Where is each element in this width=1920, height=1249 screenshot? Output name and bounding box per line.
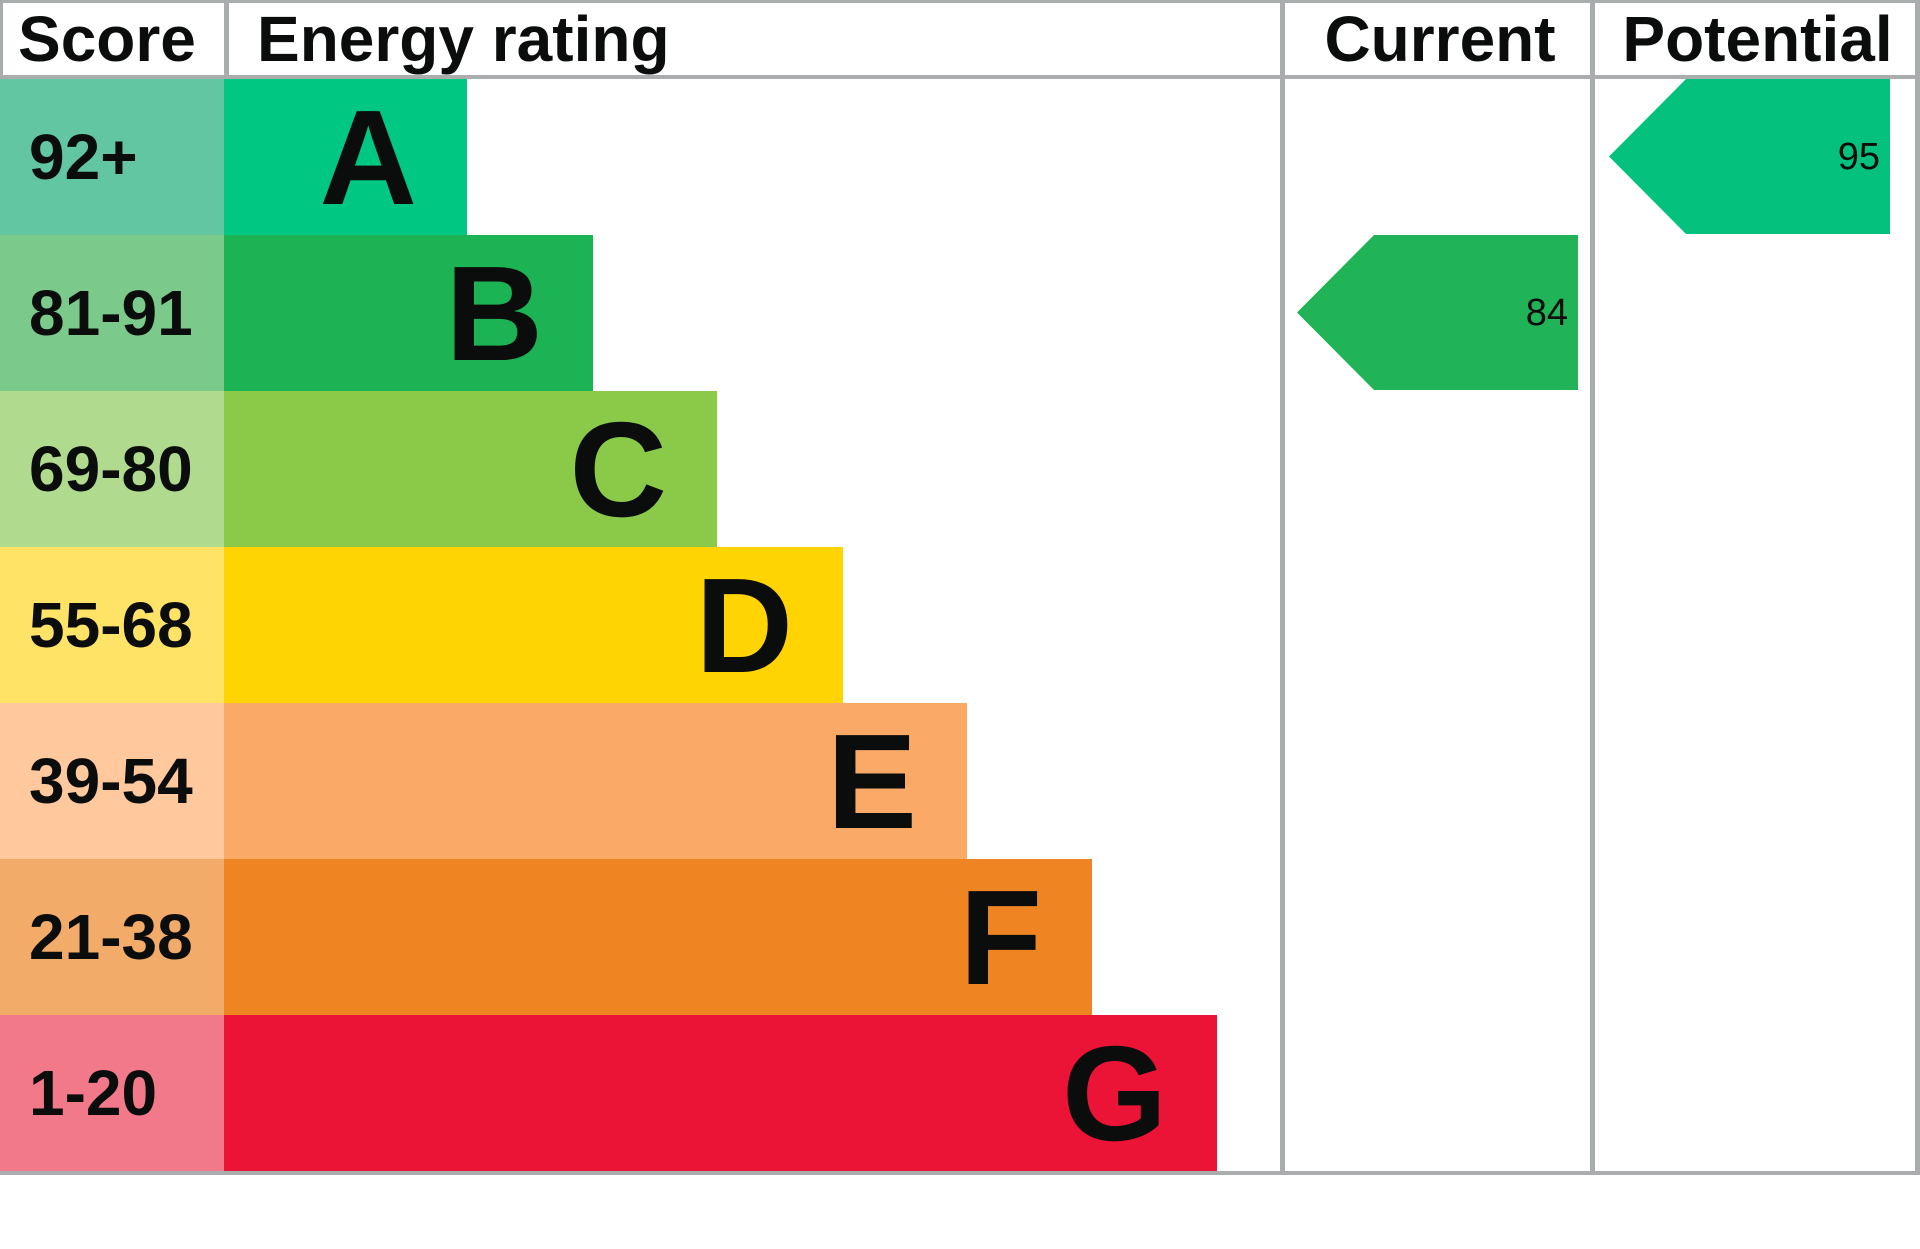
score-column-header: Score [18, 3, 196, 75]
rating-bar: G [224, 1015, 1217, 1171]
score-cell: 55-68 [0, 547, 224, 703]
score-cell: 69-80 [0, 391, 224, 547]
top-border [0, 0, 1920, 3]
score-cell: 21-38 [0, 859, 224, 1015]
rating-bar: B [224, 235, 593, 391]
energy-rating-column-header: Energy rating [257, 3, 670, 75]
potential-column-divider [1590, 0, 1595, 1175]
right-border [1915, 0, 1920, 1175]
header-bottom-border [0, 75, 1920, 79]
band-row-e: 39-54 E [0, 703, 1280, 859]
current-rating-value: 84 [1525, 291, 1568, 334]
potential-rating-value: 95 [1837, 135, 1880, 178]
score-column-divider [224, 3, 229, 75]
band-row-g: 1-20 G [0, 1015, 1280, 1171]
potential-rating-arrow: 95 [1609, 79, 1890, 234]
score-cell: 39-54 [0, 703, 224, 859]
current-column-divider [1280, 0, 1285, 1175]
band-row-d: 55-68 D [0, 547, 1280, 703]
rating-bar: F [224, 859, 1092, 1015]
rating-bar: D [224, 547, 843, 703]
current-rating-arrow: 84 [1297, 235, 1578, 390]
chart-bottom-border [0, 1171, 1920, 1175]
header-left-border [0, 3, 3, 75]
rating-bar: C [224, 391, 717, 547]
table-header-row: Score Energy rating Current Potential [0, 3, 1920, 75]
band-row-f: 21-38 F [0, 859, 1280, 1015]
score-cell: 92+ [0, 79, 224, 235]
rating-bar: A [224, 79, 467, 235]
band-row-a: 92+ A [0, 79, 1280, 235]
potential-column-header: Potential [1622, 3, 1893, 75]
rating-bar: E [224, 703, 967, 859]
band-row-b: 81-91 B [0, 235, 1280, 391]
score-cell: 81-91 [0, 235, 224, 391]
band-row-c: 69-80 C [0, 391, 1280, 547]
score-cell: 1-20 [0, 1015, 224, 1171]
current-column-header: Current [1324, 3, 1556, 75]
rating-bands: 92+ A 81-91 B 69-80 C 55-68 D 39-54 E 21… [0, 79, 1280, 1171]
